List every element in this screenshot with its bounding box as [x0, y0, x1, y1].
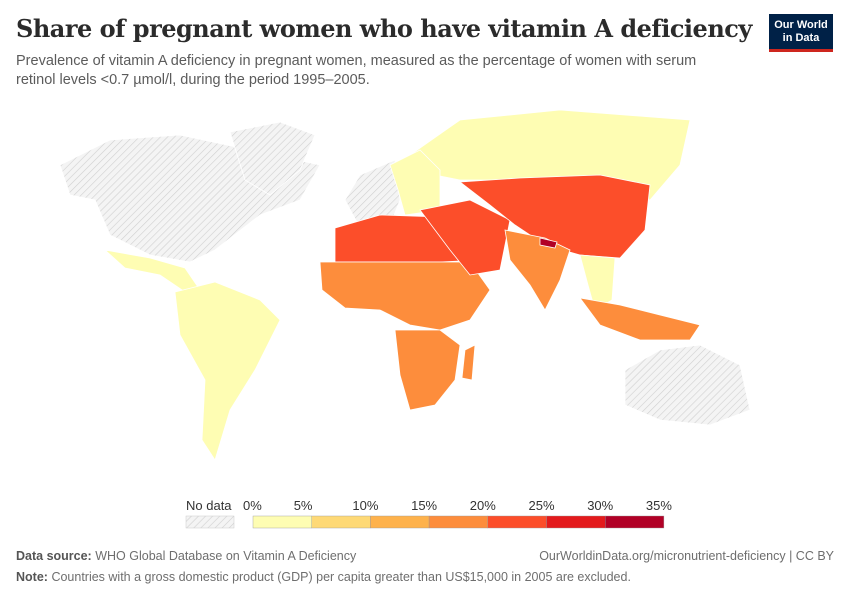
legend-tick-label: 0%: [243, 498, 262, 513]
country-region-south-america[interactable]: [174, 281, 281, 461]
legend-bin-30-35[interactable]: [605, 515, 665, 529]
data-source: Data source: WHO Global Database on Vita…: [16, 549, 356, 563]
legend-tick-label: 20%: [469, 498, 496, 513]
legend-bin-25-30[interactable]: [546, 515, 606, 529]
legend-tick-label: 30%: [587, 498, 614, 513]
note-label: Note:: [16, 570, 48, 584]
legend-bin-0-5[interactable]: [252, 515, 312, 529]
country-region-west-central-africa[interactable]: [319, 261, 491, 331]
chart-subtitle: Prevalence of vitamin A deficiency in pr…: [16, 53, 697, 88]
legend-tick-label: 35%: [645, 498, 672, 513]
country-region-russia[interactable]: [409, 109, 691, 201]
country-region-southern-africa[interactable]: [394, 329, 461, 411]
legend-no-data-label: No data: [186, 498, 232, 513]
country-region-nepal[interactable]: [539, 237, 558, 249]
legend-tick-label: 15%: [411, 498, 438, 513]
legend-tick-label: 10%: [352, 498, 379, 513]
source-label: Data source:: [16, 549, 92, 563]
source-text[interactable]: WHO Global Database on Vitamin A Deficie…: [95, 549, 357, 563]
note-text: Countries with a gross domestic product …: [51, 570, 631, 584]
country-region-middle-east[interactable]: [419, 199, 511, 276]
country-region-madagascar[interactable]: [461, 344, 476, 381]
footnote: Note: Countries with a gross domestic pr…: [16, 570, 631, 584]
legend-tick-label: 25%: [528, 498, 555, 513]
legend-no-data-swatch: [185, 515, 235, 529]
country-region-australia[interactable]: [624, 344, 751, 426]
legend-bin-5-10[interactable]: [311, 515, 371, 529]
source-url[interactable]: OurWorldinData.org/micronutrient-deficie…: [539, 549, 834, 563]
legend-tick-label: 5%: [293, 498, 313, 513]
country-region-greenland[interactable]: [229, 121, 316, 196]
owid-logo[interactable]: Our World in Data: [769, 14, 833, 52]
legend-bin-20-25[interactable]: [487, 515, 547, 529]
chart-title: Share of pregnant women who have vitamin…: [16, 14, 752, 43]
country-region-indonesia[interactable]: [579, 297, 701, 341]
country-region-central-asia-china[interactable]: [458, 174, 651, 259]
legend-bin-15-20[interactable]: [428, 515, 489, 529]
legend-bin-10-15[interactable]: [370, 515, 430, 529]
